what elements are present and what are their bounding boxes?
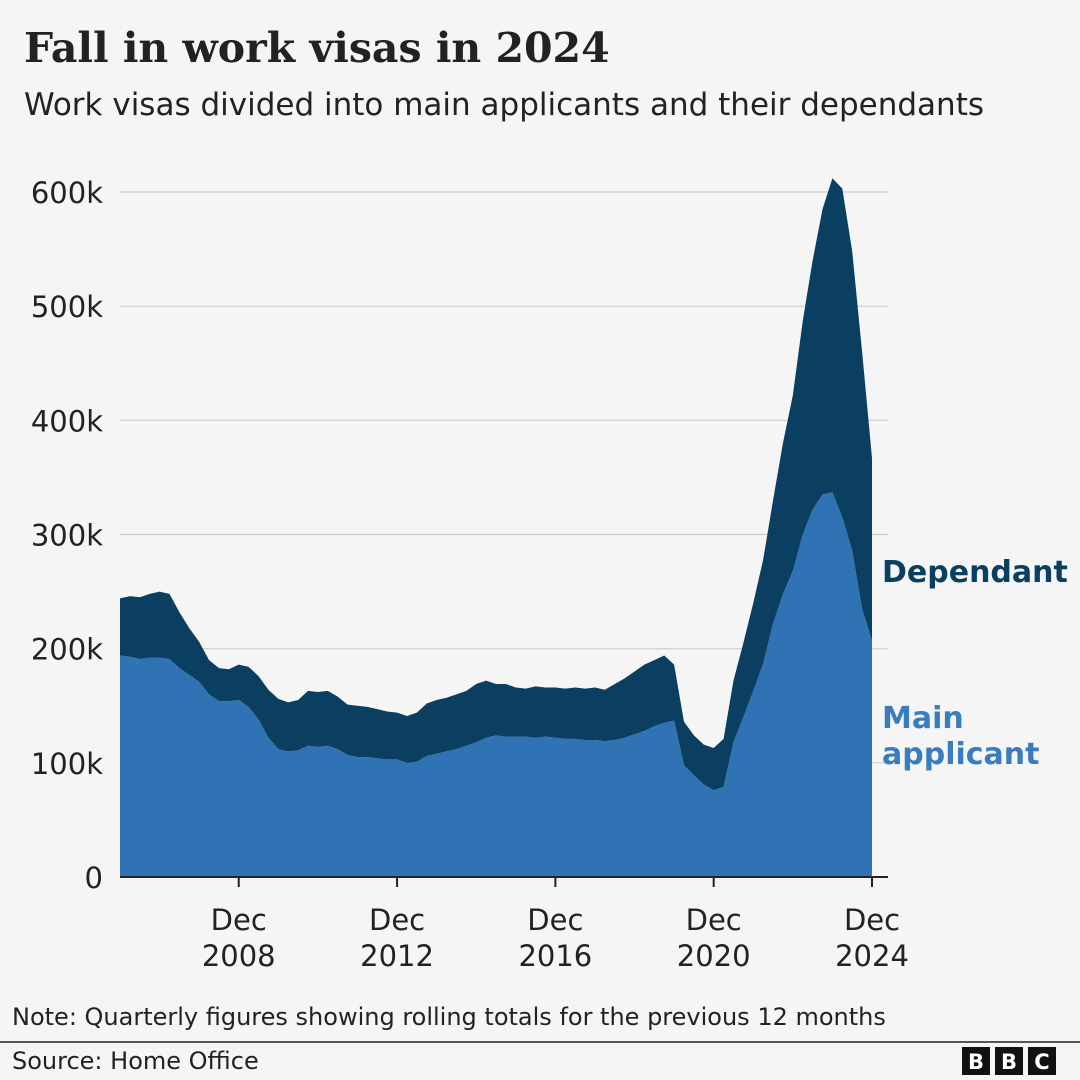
y-tick-label: 500k <box>31 290 103 324</box>
y-tick-label: 200k <box>31 633 103 667</box>
legend-label: Main applicant <box>882 701 1040 772</box>
chart-subtitle: Work visas divided into main applicants … <box>24 87 984 123</box>
note: Note: Quarterly figures showing rolling … <box>12 1003 886 1031</box>
logo-letter: B <box>968 1050 984 1074</box>
logo: B B C <box>962 1047 1056 1075</box>
x-tick-label: Dec 2012 <box>360 903 434 973</box>
y-tick-label: 300k <box>31 519 103 553</box>
y-tick-label: 600k <box>31 176 103 210</box>
x-tick-label: Dec 2020 <box>677 903 751 973</box>
x-tick-label: Dec 2008 <box>202 903 276 973</box>
x-tick-label: Dec 2016 <box>518 903 592 973</box>
x-tick-label: Dec 2024 <box>835 903 909 973</box>
logo-block <box>962 1047 990 1075</box>
logo-block <box>1028 1047 1056 1075</box>
legend-label: Dependant <box>882 555 1068 590</box>
logo-letter: C <box>1034 1050 1049 1074</box>
y-tick-label: 400k <box>31 404 103 438</box>
chart-title: Fall in work visas in 2024 <box>24 24 610 72</box>
y-tick-label: 100k <box>31 747 103 781</box>
y-tick-label: 0 <box>85 861 103 895</box>
area <box>120 492 872 877</box>
logo-letter: B <box>1001 1050 1017 1074</box>
logo-block <box>995 1047 1023 1075</box>
source: Source: Home Office <box>12 1047 259 1075</box>
